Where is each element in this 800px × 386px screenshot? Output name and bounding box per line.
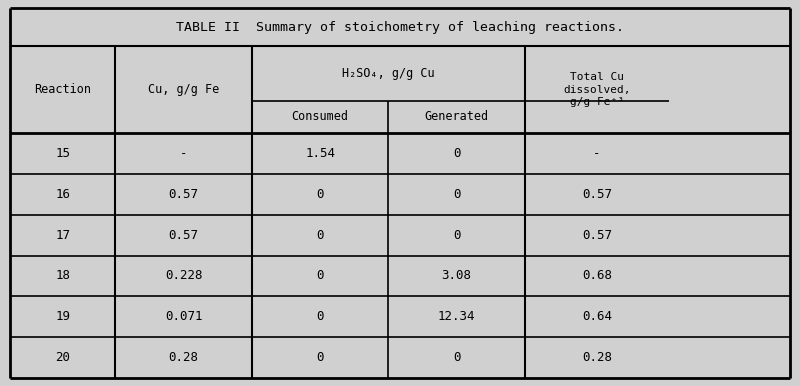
- Text: 12.34: 12.34: [438, 310, 475, 323]
- Text: Total Cu
dissolved,
g/g Fe⁺³: Total Cu dissolved, g/g Fe⁺³: [563, 72, 630, 107]
- Text: 0.57: 0.57: [582, 229, 612, 242]
- Text: 0: 0: [453, 351, 460, 364]
- Text: 0.57: 0.57: [582, 188, 612, 201]
- Text: 20: 20: [55, 351, 70, 364]
- Text: 0: 0: [316, 310, 324, 323]
- Text: Consumed: Consumed: [291, 110, 349, 124]
- Text: 0: 0: [316, 269, 324, 283]
- Text: 0.28: 0.28: [169, 351, 198, 364]
- Text: 0: 0: [453, 147, 460, 160]
- Text: 17: 17: [55, 229, 70, 242]
- Text: 16: 16: [55, 188, 70, 201]
- Text: 0: 0: [316, 229, 324, 242]
- Text: 18: 18: [55, 269, 70, 283]
- Text: Cu, g/g Fe: Cu, g/g Fe: [148, 83, 219, 96]
- Text: 0: 0: [453, 229, 460, 242]
- Text: 1.54: 1.54: [305, 147, 335, 160]
- Text: 0.228: 0.228: [165, 269, 202, 283]
- Text: 0: 0: [316, 188, 324, 201]
- Text: 0: 0: [453, 188, 460, 201]
- Text: 0.57: 0.57: [169, 188, 198, 201]
- Text: 0.28: 0.28: [582, 351, 612, 364]
- Text: Reaction: Reaction: [34, 83, 91, 96]
- Text: H₂SO₄, g/g Cu: H₂SO₄, g/g Cu: [342, 67, 434, 80]
- Text: -: -: [593, 147, 601, 160]
- Text: 0.68: 0.68: [582, 269, 612, 283]
- Text: 0.57: 0.57: [169, 229, 198, 242]
- Text: 15: 15: [55, 147, 70, 160]
- Text: 0.071: 0.071: [165, 310, 202, 323]
- Text: TABLE II  Summary of stoichometry of leaching reactions.: TABLE II Summary of stoichometry of leac…: [176, 20, 624, 34]
- Text: 0.64: 0.64: [582, 310, 612, 323]
- Text: Generated: Generated: [425, 110, 489, 124]
- Text: 3.08: 3.08: [442, 269, 471, 283]
- Text: 19: 19: [55, 310, 70, 323]
- Text: -: -: [180, 147, 187, 160]
- Text: 0: 0: [316, 351, 324, 364]
